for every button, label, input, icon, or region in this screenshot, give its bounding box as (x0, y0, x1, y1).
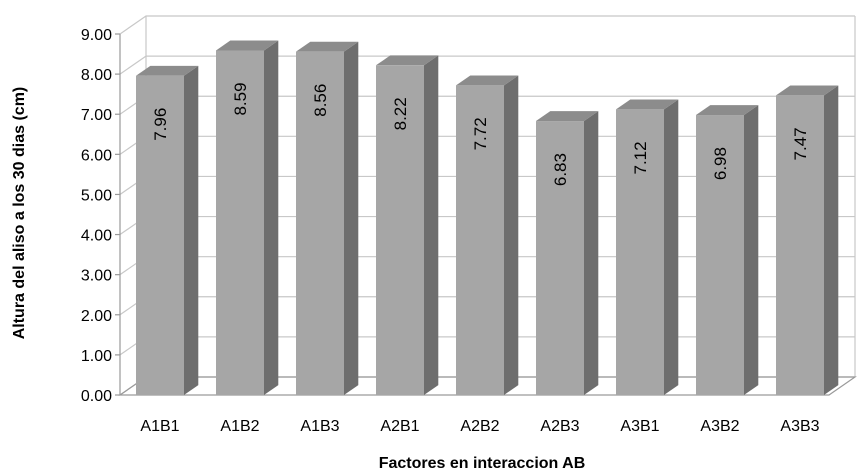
bar-top (136, 65, 199, 76)
bar-front (376, 65, 424, 395)
data-label: 7.12 (631, 141, 650, 174)
bar-side (504, 75, 519, 395)
bar-side (264, 40, 279, 395)
y-tick-label: 1.00 (81, 348, 112, 365)
bar-top (776, 85, 839, 96)
bar-front (776, 95, 824, 396)
y-tick-label: 7.00 (81, 107, 112, 124)
data-label: 6.83 (551, 153, 570, 186)
x-tick-label: A2B2 (460, 418, 499, 435)
x-tick-label: A3B1 (620, 418, 659, 435)
bar-front (216, 50, 264, 395)
data-label: 8.56 (311, 84, 330, 117)
bar-top (696, 105, 759, 116)
x-tick-labels: A1B1 A1B2 A1B3 A2B1 A2B2 A2B3 A3B1 A3B2 A3B3 (140, 418, 819, 435)
x-tick-label: A1B2 (220, 418, 259, 435)
x-tick-label: A3B2 (700, 418, 739, 435)
x-tick-label: A2B3 (540, 418, 579, 435)
x-tick-label: A3B3 (780, 418, 819, 435)
bar-side (344, 41, 359, 395)
y-tick-label: 9.00 (81, 27, 112, 44)
bar: 6.83 (536, 111, 599, 396)
y-tick-labels: 0.00 1.00 2.00 3.00 4.00 5.00 6.00 7.00 8.00 9.00 (81, 27, 112, 405)
bar: 7.72 (456, 75, 519, 395)
y-tick-label: 4.00 (81, 228, 112, 245)
y-tick-label: 5.00 (81, 187, 112, 204)
bar-side (824, 85, 839, 395)
x-axis-title: Factores en interaccion AB (379, 455, 586, 472)
bar: 7.47 (776, 85, 839, 396)
x-tick-label: A1B3 (300, 418, 339, 435)
bar-top (296, 41, 359, 52)
bar-front (296, 51, 344, 395)
bar: 6.98 (696, 105, 759, 395)
bar: 7.12 (616, 99, 679, 396)
bar-top (216, 40, 279, 51)
bar-front (696, 115, 744, 395)
bar: 8.59 (216, 40, 279, 395)
y-tick-label: 2.00 (81, 308, 112, 325)
bar-top (536, 111, 599, 122)
y-tick-label: 8.00 (81, 67, 112, 84)
bar-front (616, 109, 664, 396)
data-label: 8.22 (391, 97, 410, 130)
bar-side (184, 65, 199, 395)
bar-front (136, 75, 184, 396)
gridline (119, 15, 855, 35)
bar-top (456, 75, 519, 86)
bar-side (744, 105, 759, 395)
bars: 7.96 8.59 8.56 8.22 7.72 6.83 7.12 6.98 7.47 (136, 40, 839, 396)
y-tick-label: 0.00 (81, 388, 112, 405)
y-tick-label: 6.00 (81, 147, 112, 164)
bar-side (424, 55, 439, 396)
bar-front (536, 121, 584, 396)
bar-side (664, 99, 679, 396)
bar-top (616, 99, 679, 110)
bar-top (376, 55, 439, 66)
y-axis-title: Altura del aliso a los 30 dias (cm) (11, 87, 28, 340)
bar: 8.22 (376, 55, 439, 396)
bar-side (584, 111, 599, 395)
bar: 8.56 (296, 41, 359, 395)
data-label: 8.59 (231, 82, 250, 115)
x-tick-label: A2B1 (380, 418, 419, 435)
bar-front (456, 85, 504, 395)
data-label: 7.72 (471, 117, 490, 150)
data-label: 7.96 (151, 108, 170, 141)
data-label: 6.98 (711, 147, 730, 180)
y-tick-label: 3.00 (81, 268, 112, 285)
bar: 7.96 (136, 65, 199, 396)
data-label: 7.47 (791, 127, 810, 160)
x-tick-label: A1B1 (140, 418, 179, 435)
